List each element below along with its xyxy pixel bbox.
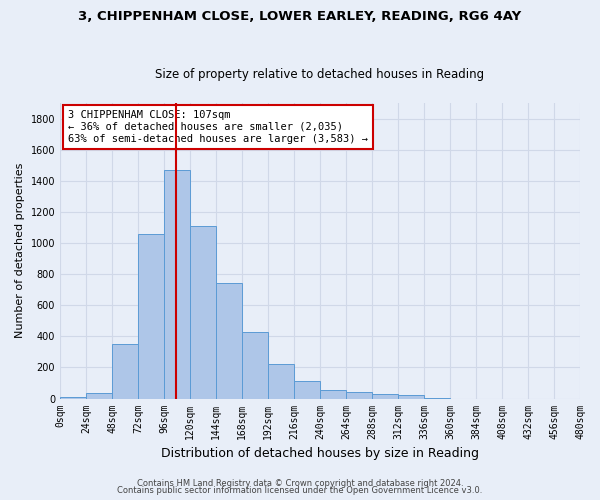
Bar bbox=[346, 392, 372, 398]
Y-axis label: Number of detached properties: Number of detached properties bbox=[15, 163, 25, 338]
Bar bbox=[112, 344, 138, 399]
Text: 3, CHIPPENHAM CLOSE, LOWER EARLEY, READING, RG6 4AY: 3, CHIPPENHAM CLOSE, LOWER EARLEY, READI… bbox=[79, 10, 521, 23]
Bar bbox=[242, 332, 268, 398]
Bar bbox=[268, 364, 294, 398]
Bar bbox=[138, 234, 164, 398]
Bar bbox=[190, 226, 216, 398]
Bar bbox=[216, 282, 242, 399]
Bar bbox=[60, 397, 86, 398]
Bar bbox=[398, 396, 424, 398]
Bar bbox=[372, 394, 398, 398]
Text: 3 CHIPPENHAM CLOSE: 107sqm
← 36% of detached houses are smaller (2,035)
63% of s: 3 CHIPPENHAM CLOSE: 107sqm ← 36% of deta… bbox=[68, 110, 368, 144]
Bar bbox=[294, 382, 320, 398]
Title: Size of property relative to detached houses in Reading: Size of property relative to detached ho… bbox=[155, 68, 485, 81]
Bar bbox=[86, 393, 112, 398]
Bar bbox=[164, 170, 190, 398]
Text: Contains HM Land Registry data © Crown copyright and database right 2024.: Contains HM Land Registry data © Crown c… bbox=[137, 478, 463, 488]
Text: Contains public sector information licensed under the Open Government Licence v3: Contains public sector information licen… bbox=[118, 486, 482, 495]
Bar bbox=[320, 390, 346, 398]
X-axis label: Distribution of detached houses by size in Reading: Distribution of detached houses by size … bbox=[161, 447, 479, 460]
